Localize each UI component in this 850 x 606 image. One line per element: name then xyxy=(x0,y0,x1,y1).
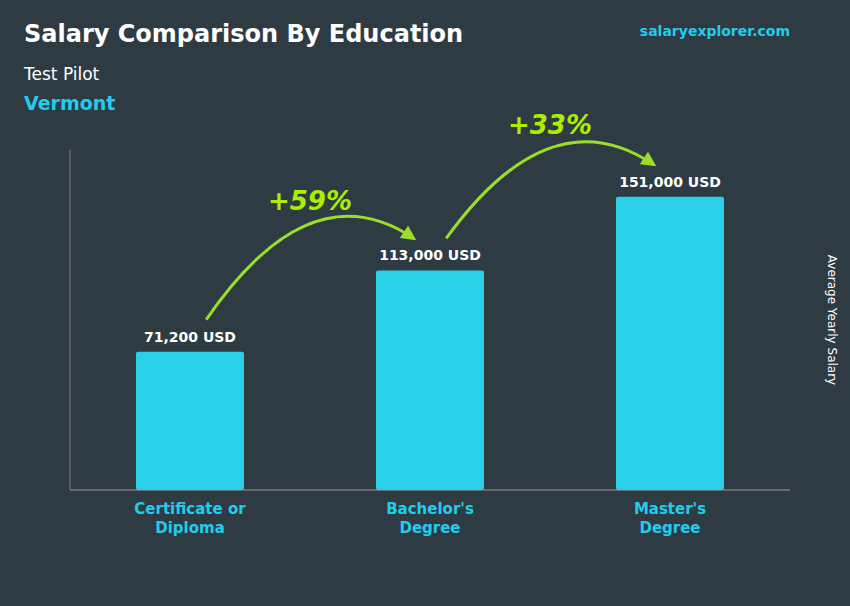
subtitle: Vermont xyxy=(24,92,115,114)
change-arrow xyxy=(206,216,414,319)
subtitle: Test Pilot xyxy=(23,64,100,84)
y-axis-label: Average Yearly Salary xyxy=(825,255,839,385)
data-label: 113,000 USD xyxy=(379,247,481,263)
bar xyxy=(616,197,724,490)
annotation: +33% xyxy=(508,110,592,140)
category-label: Bachelor'sDegree xyxy=(386,500,474,537)
bar xyxy=(136,352,244,490)
source: salaryexplorer.com xyxy=(640,23,790,39)
background xyxy=(0,0,850,606)
bars xyxy=(136,197,724,490)
change-arrow xyxy=(446,142,654,239)
category-label: Certificate orDiploma xyxy=(134,500,246,537)
category-label: Master'sDegree xyxy=(634,500,706,537)
chart-container: Salary Comparison By Education Test Pilot… xyxy=(0,0,850,606)
bar xyxy=(376,270,484,490)
data-label: 151,000 USD xyxy=(619,174,721,190)
annotation: +59% xyxy=(268,186,352,216)
data-label: 71,200 USD xyxy=(144,329,236,345)
y-axis-line xyxy=(70,150,71,490)
chart-svg: Salary Comparison By Education Test Pilot… xyxy=(0,0,850,606)
title: Salary Comparison By Education xyxy=(24,20,463,48)
